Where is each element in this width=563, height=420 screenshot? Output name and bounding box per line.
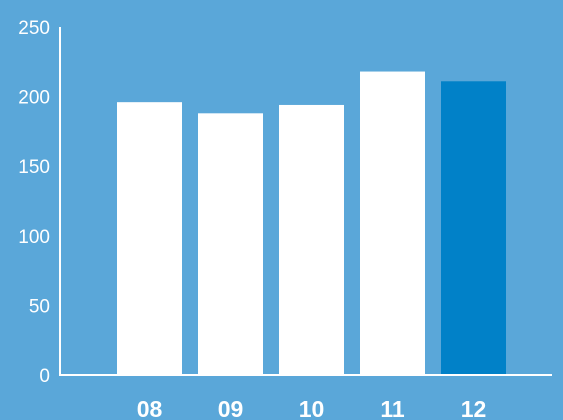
x-axis-labels: 08 09 10 11 12: [137, 396, 487, 420]
bar-10: [279, 104, 344, 376]
x-tick-label: 08: [137, 396, 163, 420]
y-tick-label: 250: [18, 18, 50, 39]
y-tick-label: 0: [39, 366, 50, 387]
x-tick-label: 11: [380, 396, 405, 420]
bar-09: [198, 113, 263, 375]
y-tick-label: 50: [29, 296, 50, 317]
bars: [117, 71, 506, 376]
x-tick-label: 10: [299, 396, 325, 420]
y-tick-label: 100: [18, 227, 50, 248]
y-tick-label: 150: [18, 157, 50, 178]
y-tick-label: 200: [18, 88, 50, 109]
x-tick-label: 09: [218, 396, 244, 420]
bar-11: [360, 71, 425, 375]
bar-12: [441, 81, 506, 376]
bar-08: [117, 102, 182, 375]
y-axis-ticks: 0 50 100 150 200 250: [18, 18, 50, 387]
x-tick-label: 12: [461, 396, 487, 420]
